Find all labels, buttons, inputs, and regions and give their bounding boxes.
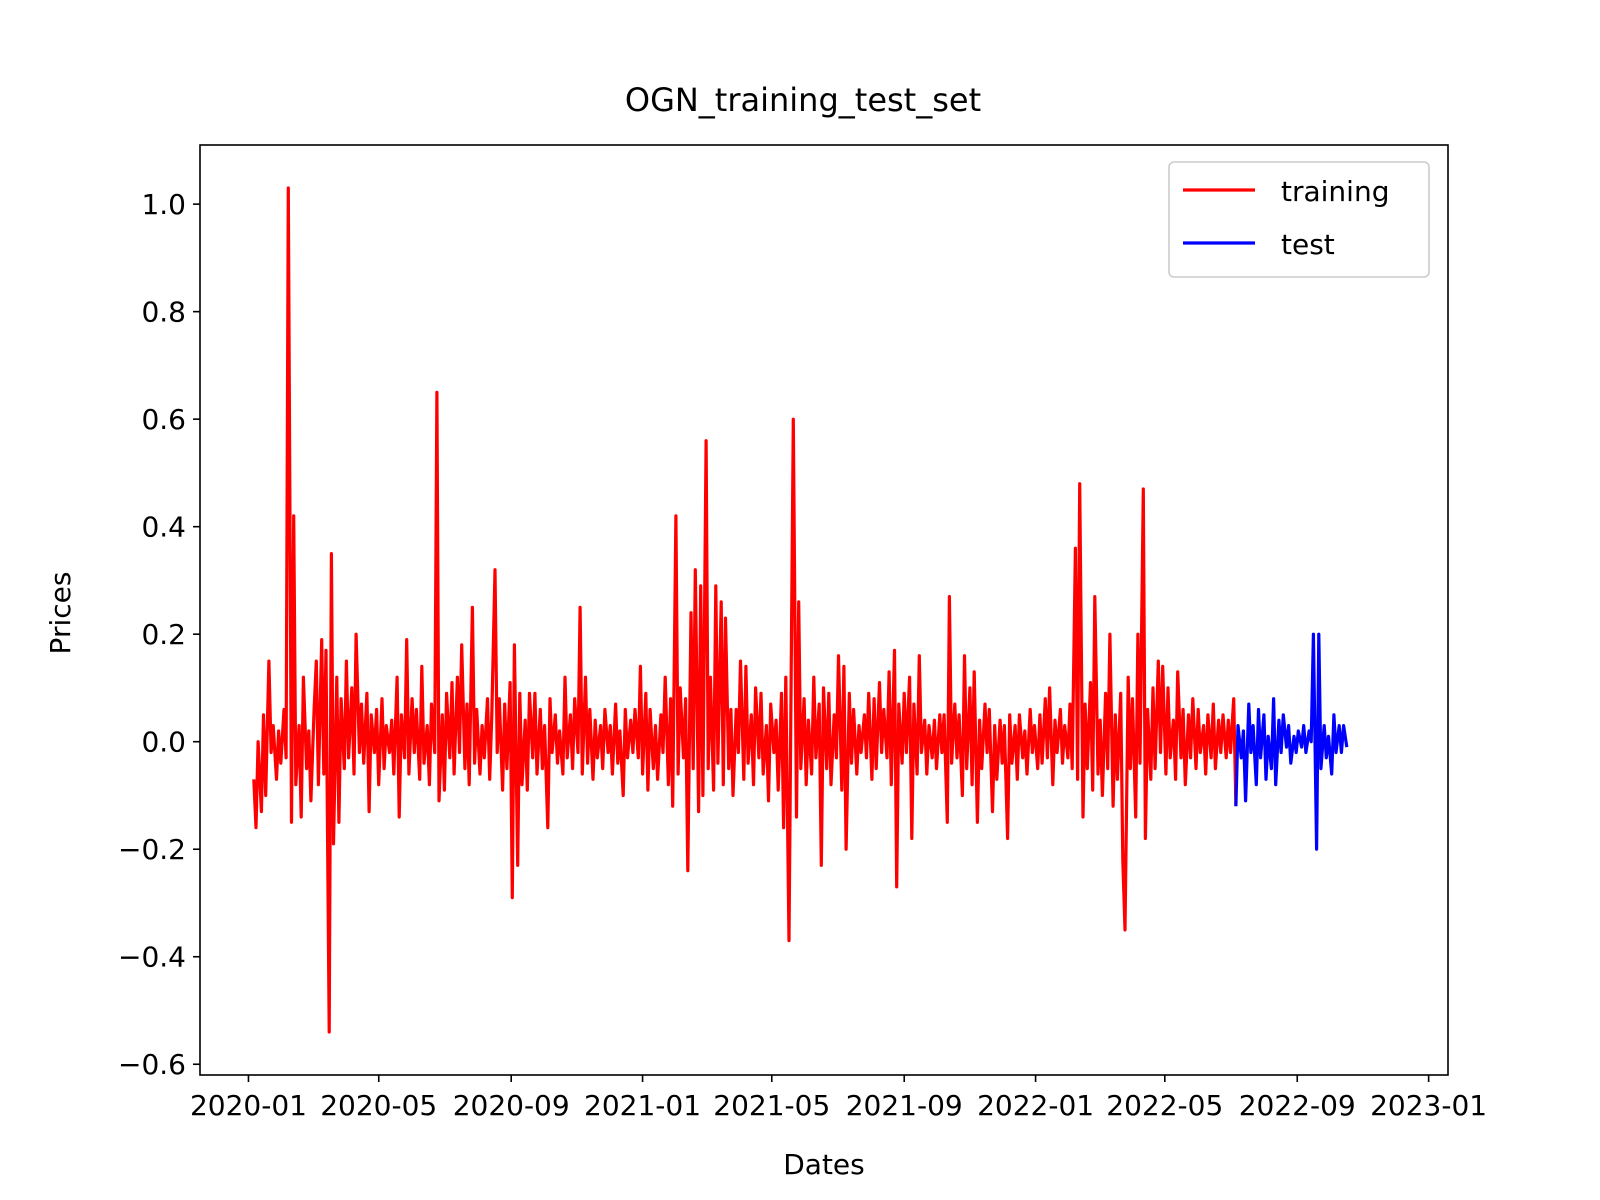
legend: training test bbox=[1168, 161, 1430, 278]
x-tick-label: 2021-01 bbox=[584, 1089, 701, 1122]
y-tick-label: 0.8 bbox=[141, 296, 186, 329]
y-tick-label: −0.2 bbox=[118, 833, 186, 866]
x-tick-label: 2020-09 bbox=[453, 1089, 570, 1122]
series-layer bbox=[252, 186, 1349, 1034]
y-tick-label: 0.2 bbox=[141, 618, 186, 651]
y-axis-label: Prices bbox=[44, 572, 77, 655]
chart-title: OGN_training_test_set bbox=[625, 81, 981, 119]
x-axis: 2020-01 2020-05 2020-09 2021-01 2021-05 2021-… bbox=[190, 1075, 1487, 1122]
y-tick-label: 0.4 bbox=[141, 511, 186, 544]
series-line-test bbox=[1234, 632, 1349, 851]
x-tick-label: 2022-01 bbox=[977, 1089, 1094, 1122]
x-tick-label: 2021-05 bbox=[713, 1089, 830, 1122]
x-tick-label: 2020-05 bbox=[320, 1089, 437, 1122]
legend-test-label: test bbox=[1281, 228, 1335, 261]
x-tick-label: 2022-09 bbox=[1239, 1089, 1356, 1122]
x-tick-label: 2022-05 bbox=[1106, 1089, 1223, 1122]
y-axis: 1.0 0.8 0.6 0.4 0.2 0.0 −0.2 −0.4 −0.6 bbox=[118, 188, 200, 1081]
legend-training-label: training bbox=[1281, 175, 1389, 208]
y-tick-label: −0.4 bbox=[118, 941, 186, 974]
x-tick-label: 2023-01 bbox=[1370, 1089, 1487, 1122]
y-tick-label: 0.6 bbox=[141, 403, 186, 436]
y-tick-label: 1.0 bbox=[141, 188, 186, 221]
y-tick-label: −0.6 bbox=[118, 1048, 186, 1081]
plot-frame bbox=[199, 144, 1449, 1076]
series-line-training bbox=[252, 186, 1238, 1034]
y-tick-label: 0.0 bbox=[141, 726, 186, 759]
x-axis-label: Dates bbox=[783, 1148, 865, 1181]
x-tick-label: 2021-09 bbox=[846, 1089, 963, 1122]
x-tick-label: 2020-01 bbox=[190, 1089, 307, 1122]
